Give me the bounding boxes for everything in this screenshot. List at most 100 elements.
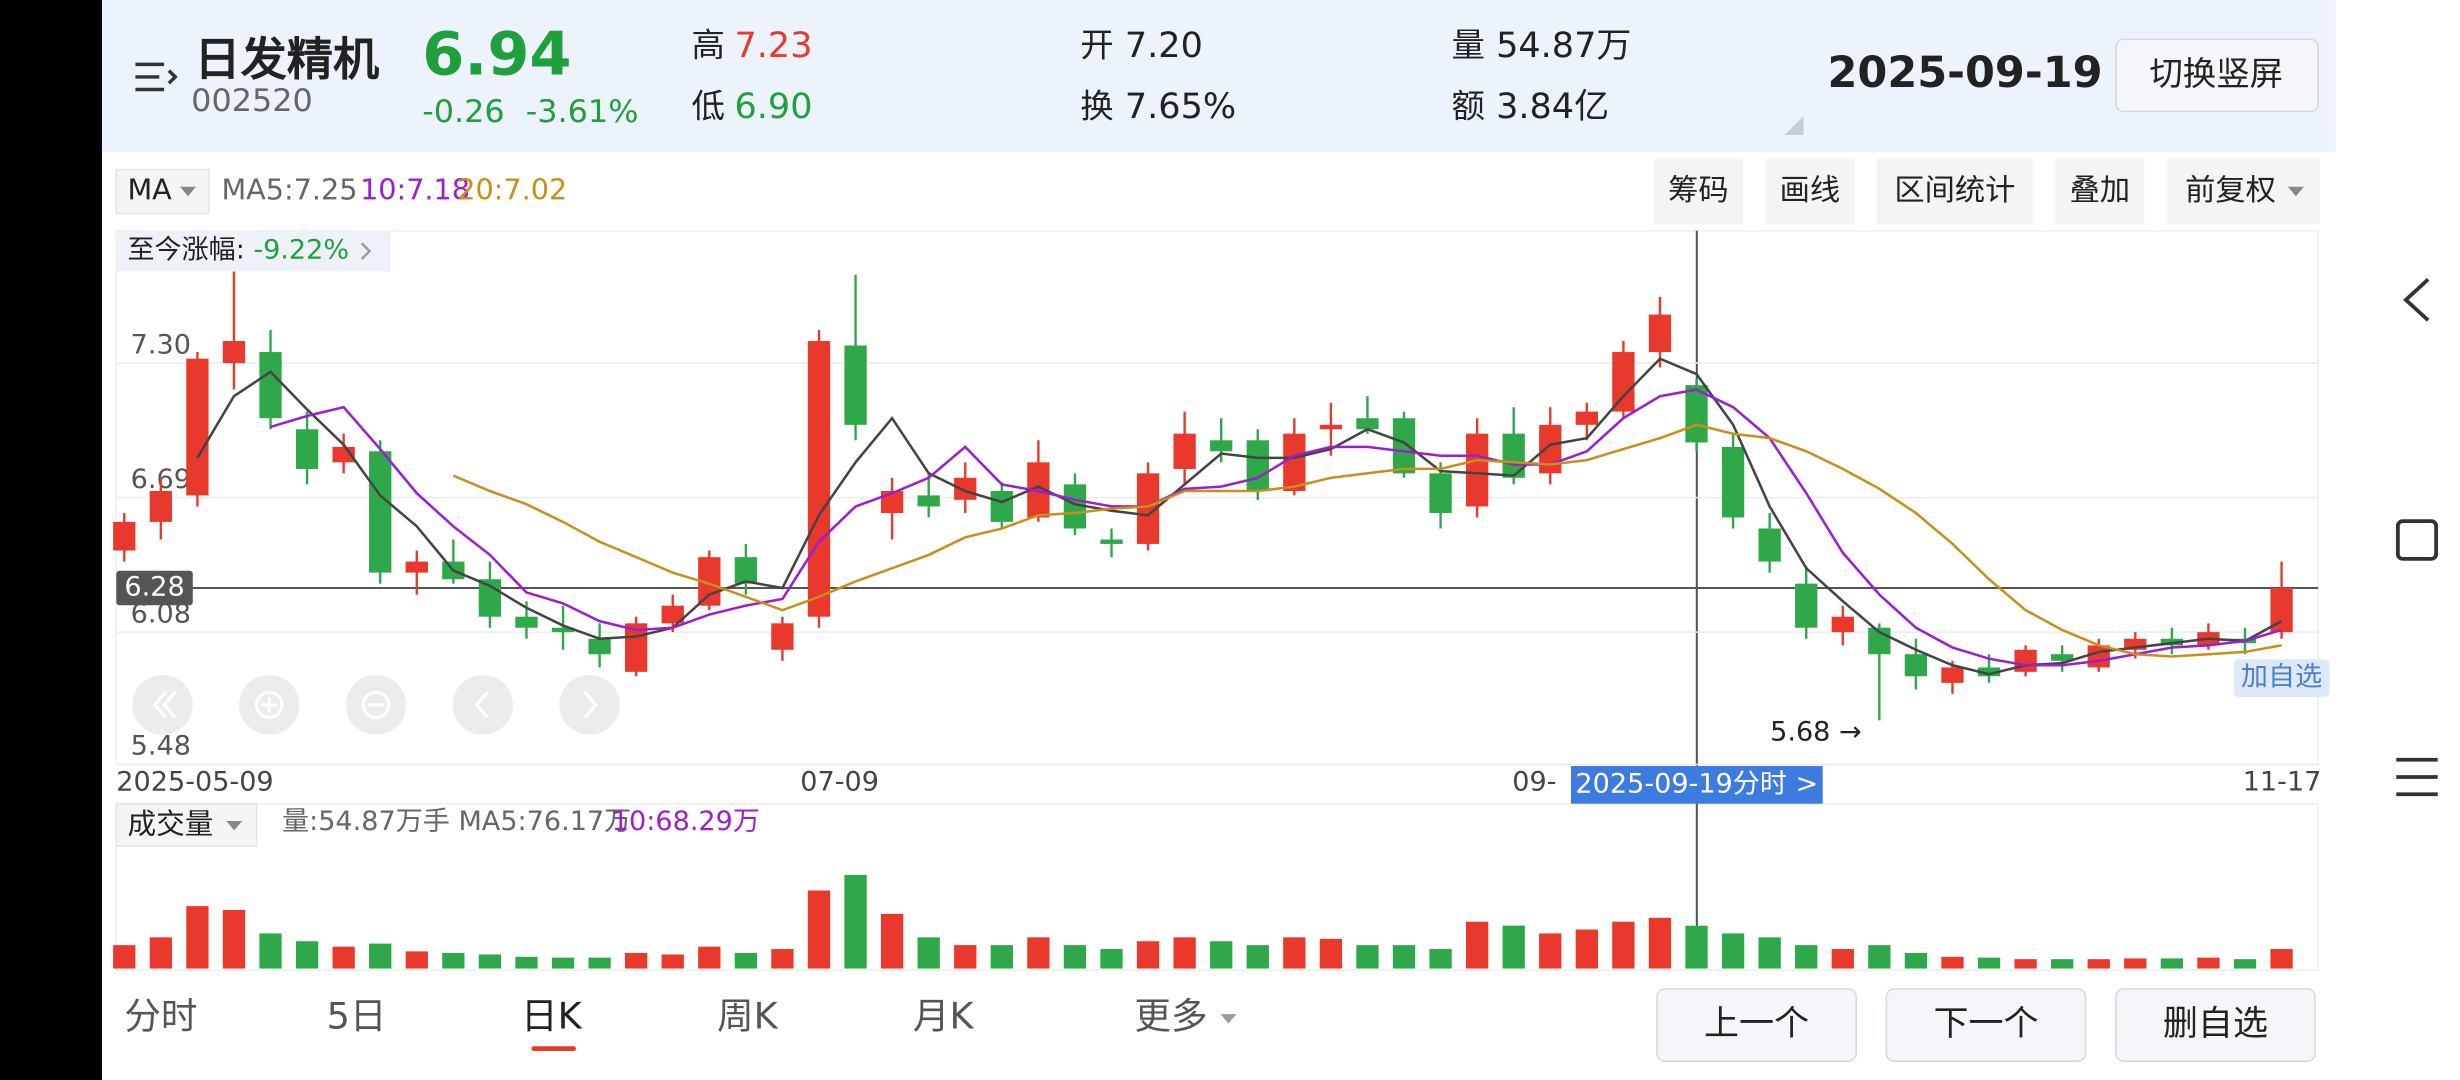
tab[interactable]: 更多 xyxy=(1134,995,1207,1038)
volume-bar xyxy=(295,941,319,969)
volume-bar xyxy=(1977,957,2001,969)
volume-bar xyxy=(1648,917,1672,969)
volume-bar xyxy=(1685,925,1708,969)
volume-bar xyxy=(1795,945,1818,969)
y-tick-label: 7.30 xyxy=(131,329,191,360)
price: 6.94 xyxy=(422,20,571,89)
dropdown-arrow xyxy=(226,820,243,831)
tab[interactable]: 日K xyxy=(521,995,583,1038)
candle-body xyxy=(2270,588,2293,633)
corner-mark xyxy=(1784,116,1804,135)
candle-body xyxy=(1210,440,1233,452)
volume-bar xyxy=(1283,937,1306,969)
candle-body xyxy=(1575,411,1598,425)
candle-body xyxy=(1319,424,1343,430)
tool-button[interactable] xyxy=(2055,158,2145,225)
orientation-button[interactable] xyxy=(2115,38,2319,113)
header-bg xyxy=(101,0,2336,153)
tooltip-bg[interactable] xyxy=(1570,766,1823,804)
volume-bar xyxy=(1868,945,1891,969)
candle-body xyxy=(1100,539,1123,544)
x-tick-label: 2025-05-09 xyxy=(116,767,273,798)
tab[interactable]: 周K xyxy=(717,995,779,1038)
volume-bar xyxy=(1904,952,1928,969)
volume-bar xyxy=(1941,956,1964,969)
tool-button[interactable] xyxy=(1876,158,2034,225)
date: 2025-09-19 xyxy=(1827,48,2102,98)
volume-bar xyxy=(954,945,977,969)
candle-body xyxy=(551,627,575,633)
volume-bar xyxy=(113,945,136,969)
dropdown-arrow xyxy=(180,186,196,197)
nav-button[interactable] xyxy=(2115,988,2316,1062)
candle-body xyxy=(661,605,684,624)
candle-body xyxy=(1429,473,1452,514)
label: 换 xyxy=(1080,87,1113,126)
volume-bar xyxy=(734,952,758,969)
volume-bar xyxy=(1392,945,1416,969)
volume-bar xyxy=(880,913,904,969)
volume-bar xyxy=(661,954,684,969)
candle-body xyxy=(917,495,940,507)
volume-bar xyxy=(2197,957,2220,969)
ma5-value: MA5:7.25 xyxy=(221,174,357,207)
orientation-button-label: 切换竖屏 xyxy=(2149,54,2283,93)
add-watch-bg[interactable] xyxy=(2233,659,2330,697)
volume-bar xyxy=(990,945,1013,969)
tab[interactable]: 月K xyxy=(913,995,975,1038)
open: 7.20 xyxy=(1125,26,1203,66)
since-change-label: 至今涨幅: xyxy=(127,235,244,266)
volume-bar xyxy=(1210,941,1233,969)
volume-bar xyxy=(2124,958,2147,969)
nav-button[interactable] xyxy=(1885,988,2087,1062)
volume-bar xyxy=(1136,941,1160,969)
tool-button[interactable] xyxy=(1653,158,1744,225)
change: -0.26 xyxy=(422,94,504,130)
ma-select[interactable] xyxy=(115,168,210,215)
nav-buttons[interactable] xyxy=(132,675,620,735)
tab[interactable]: 分时 xyxy=(124,995,197,1038)
tool-label: 筹码 xyxy=(1668,173,1729,208)
side-icons[interactable] xyxy=(2395,278,2439,797)
low: 6.90 xyxy=(734,87,812,127)
chevron xyxy=(360,242,372,260)
candle-body xyxy=(1356,418,1379,430)
volume-bar xyxy=(186,906,209,969)
candle-body xyxy=(1136,473,1160,544)
candle-body xyxy=(369,451,392,573)
nav-icons xyxy=(152,690,598,719)
candle-body xyxy=(1721,446,1745,518)
since-change-value: -9.22% xyxy=(253,235,349,266)
volume-bar xyxy=(2160,958,2184,969)
volume-bar xyxy=(1319,938,1343,969)
candle-body xyxy=(1648,314,1672,353)
candle-body xyxy=(1173,433,1196,469)
volume-bar xyxy=(1173,937,1196,969)
candle-body xyxy=(1539,424,1562,474)
nav-button[interactable] xyxy=(1656,988,1857,1062)
tab[interactable]: 5日 xyxy=(327,995,387,1038)
volume-bar xyxy=(2233,959,2257,969)
label: 高 xyxy=(691,26,724,65)
volume-bar xyxy=(2051,959,2074,969)
volume-bar xyxy=(1027,937,1050,969)
label: 开 xyxy=(1080,26,1113,65)
volume-bar xyxy=(1612,921,1635,969)
low-annotation: 5.68 → xyxy=(1770,717,1862,748)
candle-body xyxy=(588,638,611,655)
tool-button[interactable] xyxy=(1765,158,1855,225)
candle-body xyxy=(1392,418,1416,474)
dropdown-arrow xyxy=(2287,186,2304,197)
candle-body xyxy=(1795,583,1818,628)
volume-bar xyxy=(405,951,428,969)
turnover: 7.65% xyxy=(1125,87,1236,127)
label: 量 xyxy=(1451,26,1484,65)
volume-bar xyxy=(2270,949,2293,969)
candle-body xyxy=(2014,649,2037,672)
volume-bar xyxy=(588,957,611,969)
volume-bar xyxy=(515,956,538,969)
candle-body xyxy=(186,358,209,496)
candle-body xyxy=(222,341,246,364)
